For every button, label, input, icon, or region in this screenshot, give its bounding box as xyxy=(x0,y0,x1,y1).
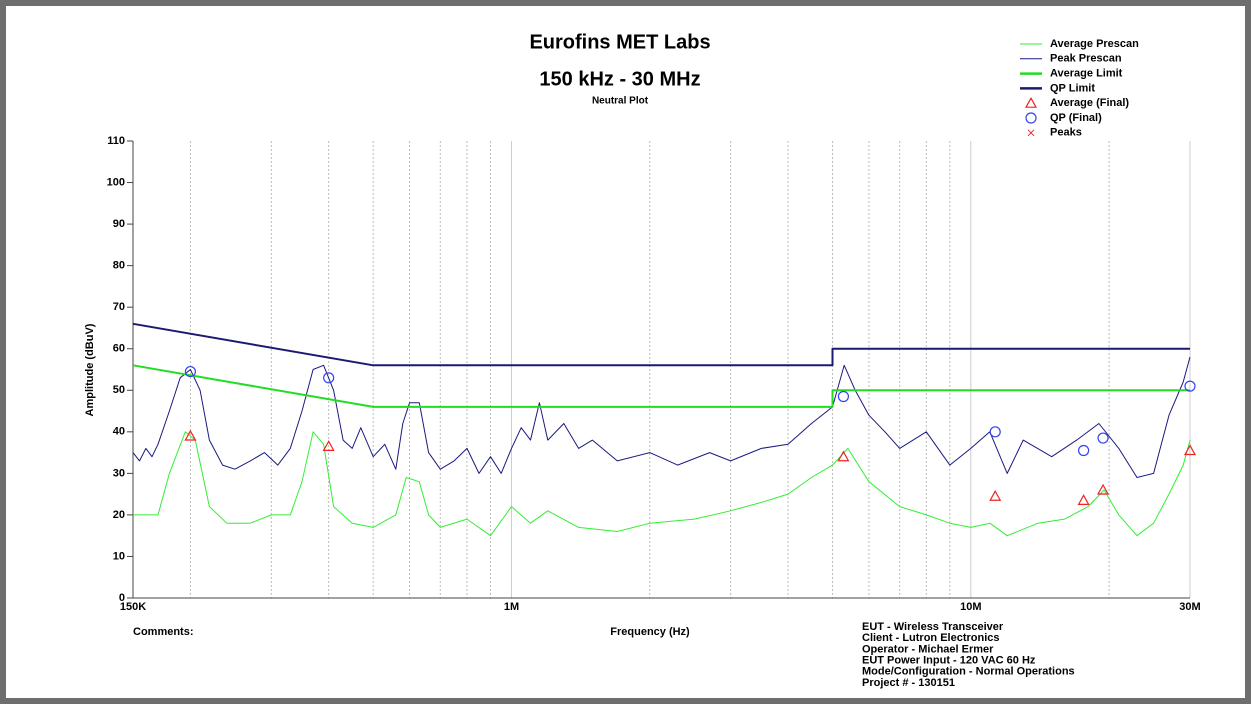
legend-label: QP Limit xyxy=(1050,82,1095,94)
y-tick-label: 60 xyxy=(113,343,125,355)
qp-final-marker xyxy=(989,426,1001,438)
y-tick-label: 50 xyxy=(113,384,125,396)
y-tick-label: 10 xyxy=(113,550,125,562)
average-final-marker xyxy=(837,450,850,462)
qp-final-marker xyxy=(1025,112,1037,124)
x-axis-label: Frequency (Hz) xyxy=(610,626,690,638)
y-tick-label: 40 xyxy=(113,426,125,438)
average-final-marker xyxy=(1183,444,1197,456)
legend-label: Average Prescan xyxy=(1050,38,1139,50)
legend-label: Peaks xyxy=(1050,127,1082,139)
x-tick-label: 150K xyxy=(120,601,146,613)
info-line: Client - Lutron Electronics xyxy=(862,632,1000,644)
chart-title: Eurofins MET Labs xyxy=(529,31,710,53)
plot-name: Neutral Plot xyxy=(592,96,649,107)
prescan-line xyxy=(133,431,1191,537)
x-tick-label: 1M xyxy=(504,601,519,613)
legend-label: Peak Prescan xyxy=(1050,53,1122,65)
info-line: Project # - 130151 xyxy=(862,677,955,689)
average-final-marker xyxy=(1024,96,1038,108)
average-final-marker xyxy=(989,489,1002,501)
chart-subtitle: 150 kHz - 30 MHz xyxy=(539,68,700,90)
comments-label: Comments: xyxy=(133,626,194,638)
prescan-line xyxy=(132,356,1191,478)
y-tick-label: 20 xyxy=(113,509,125,521)
legend-label: Average Limit xyxy=(1050,68,1123,80)
legend-label: Average (Final) xyxy=(1050,97,1129,109)
info-line: EUT - Wireless Transceiver xyxy=(862,621,1004,633)
average-final-marker xyxy=(1097,483,1110,495)
y-tick-label: 90 xyxy=(113,218,125,230)
y-tick-label: 70 xyxy=(113,301,125,313)
info-line: Operator - Michael Ermer xyxy=(862,643,994,655)
y-tick-label: 0 xyxy=(119,592,125,604)
limit-line xyxy=(132,364,1190,408)
qp-final-marker xyxy=(1184,380,1196,392)
info-line: EUT Power Input - 120 VAC 60 Hz xyxy=(862,655,1036,667)
info-line: Mode/Configuration - Normal Operations xyxy=(862,666,1075,678)
y-tick-label: 30 xyxy=(113,467,125,479)
legend-label: QP (Final) xyxy=(1050,112,1102,124)
qp-final-marker xyxy=(323,372,335,384)
limit-line xyxy=(132,322,1190,367)
average-final-marker xyxy=(322,440,335,451)
qp-final-marker xyxy=(1097,432,1109,444)
y-tick-label: 110 xyxy=(107,135,125,147)
y-tick-label: 100 xyxy=(107,176,125,188)
average-final-marker xyxy=(1077,494,1090,505)
y-axis-label: Amplitude (dBuV) xyxy=(84,323,96,416)
qp-final-marker xyxy=(837,390,850,403)
x-tick-label: 30M xyxy=(1179,601,1200,613)
qp-final-marker xyxy=(184,365,196,378)
qp-final-marker xyxy=(1078,444,1090,457)
average-final-marker xyxy=(184,429,197,441)
x-tick-label: 10M xyxy=(960,601,981,613)
y-tick-label: 80 xyxy=(113,260,125,272)
page-area xyxy=(6,6,1245,698)
peak-marker xyxy=(1027,129,1035,137)
